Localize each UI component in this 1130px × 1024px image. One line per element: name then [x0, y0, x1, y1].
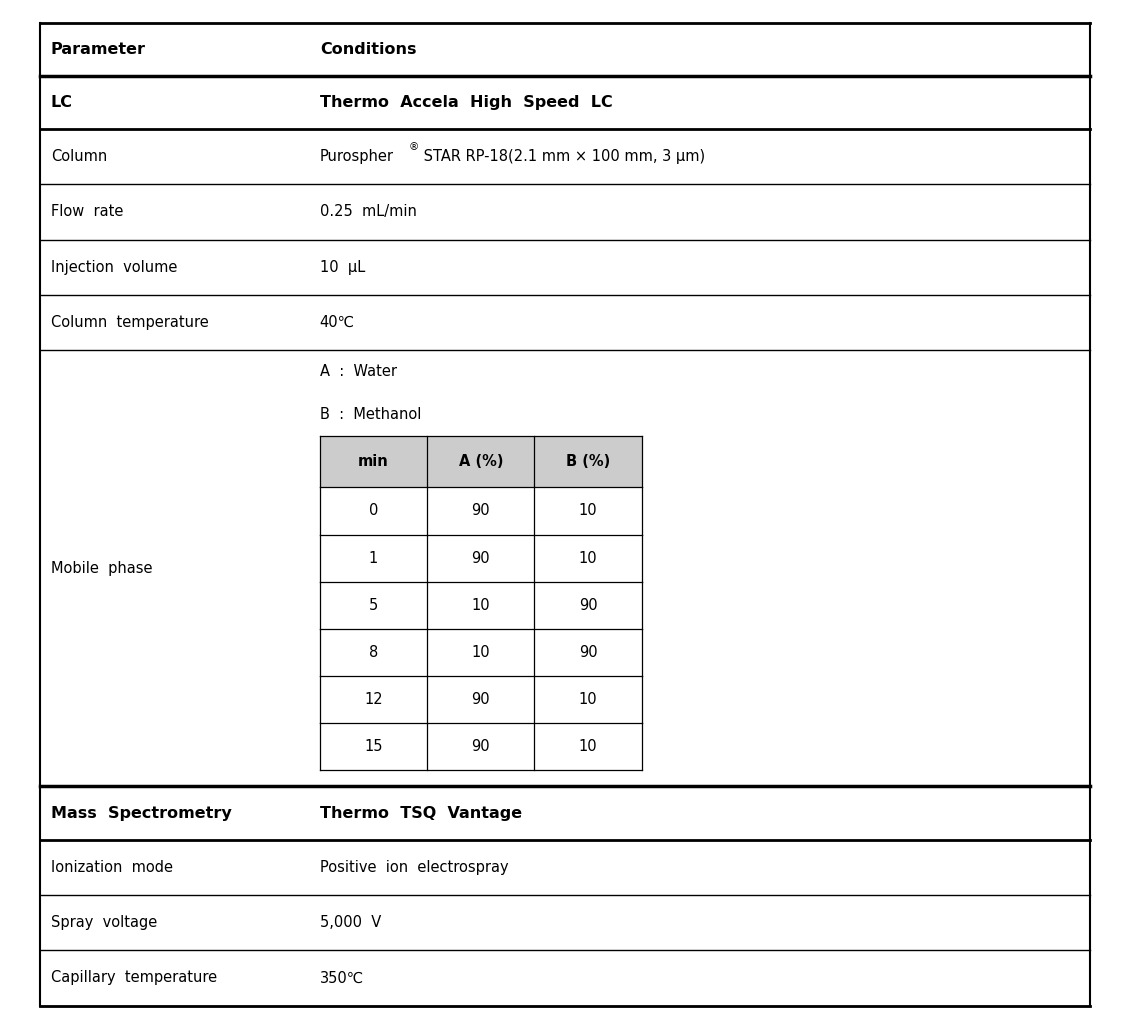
- Text: 90: 90: [579, 598, 598, 612]
- Text: A  :  Water: A : Water: [320, 365, 397, 379]
- Text: Parameter: Parameter: [51, 42, 146, 56]
- Text: 90: 90: [471, 551, 490, 565]
- Text: 1: 1: [368, 551, 379, 565]
- Text: 10  μL: 10 μL: [320, 260, 365, 274]
- Text: ®: ®: [409, 142, 419, 153]
- Text: min: min: [358, 455, 389, 469]
- Text: Column  temperature: Column temperature: [51, 315, 209, 330]
- Text: Ionization  mode: Ionization mode: [51, 860, 173, 874]
- Text: 10: 10: [579, 739, 598, 754]
- Text: Spray  voltage: Spray voltage: [51, 915, 157, 930]
- Text: Column: Column: [51, 150, 107, 164]
- Text: 8: 8: [368, 645, 379, 659]
- Text: 90: 90: [471, 692, 490, 707]
- FancyBboxPatch shape: [320, 436, 642, 487]
- Text: 90: 90: [471, 739, 490, 754]
- Text: STAR RP-18(2.1 mm × 100 mm, 3 μm): STAR RP-18(2.1 mm × 100 mm, 3 μm): [419, 150, 705, 164]
- Text: 15: 15: [364, 739, 383, 754]
- Text: A (%): A (%): [459, 455, 503, 469]
- Text: 12: 12: [364, 692, 383, 707]
- Text: LC: LC: [51, 95, 72, 110]
- Text: 5,000  V: 5,000 V: [320, 915, 381, 930]
- Text: Flow  rate: Flow rate: [51, 205, 123, 219]
- Text: Purospher: Purospher: [320, 150, 393, 164]
- Text: 10: 10: [471, 598, 490, 612]
- Text: 10: 10: [471, 645, 490, 659]
- Text: 10: 10: [579, 692, 598, 707]
- Text: B  :  Methanol: B : Methanol: [320, 408, 421, 422]
- Text: 40℃: 40℃: [320, 315, 355, 330]
- Text: Mass  Spectrometry: Mass Spectrometry: [51, 806, 232, 820]
- Text: Injection  volume: Injection volume: [51, 260, 177, 274]
- Text: 5: 5: [368, 598, 379, 612]
- Text: 10: 10: [579, 551, 598, 565]
- Text: 350℃: 350℃: [320, 971, 364, 985]
- Text: Mobile  phase: Mobile phase: [51, 561, 153, 575]
- Text: 90: 90: [471, 504, 490, 518]
- Text: 10: 10: [579, 504, 598, 518]
- Text: Thermo  Accela  High  Speed  LC: Thermo Accela High Speed LC: [320, 95, 612, 110]
- Text: Thermo  TSQ  Vantage: Thermo TSQ Vantage: [320, 806, 522, 820]
- Text: 90: 90: [579, 645, 598, 659]
- Text: 0.25  mL/min: 0.25 mL/min: [320, 205, 417, 219]
- Text: 0: 0: [368, 504, 379, 518]
- Text: Capillary  temperature: Capillary temperature: [51, 971, 217, 985]
- Text: Conditions: Conditions: [320, 42, 416, 56]
- Text: Positive  ion  electrospray: Positive ion electrospray: [320, 860, 508, 874]
- Text: B (%): B (%): [566, 455, 610, 469]
